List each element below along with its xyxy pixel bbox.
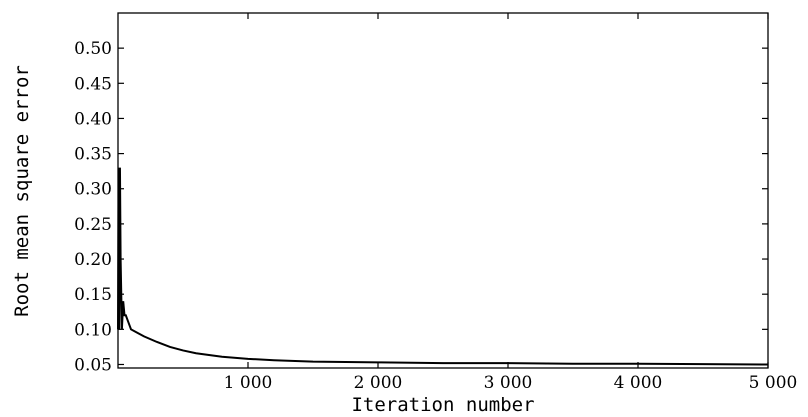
x-tick-label: 5 000 bbox=[749, 373, 798, 393]
y-tick-label: 0.30 bbox=[74, 180, 112, 200]
y-tick-label: 0.50 bbox=[74, 39, 112, 59]
y-tick-label: 0.10 bbox=[74, 320, 112, 340]
y-tick-label: 0.15 bbox=[74, 285, 112, 305]
y-tick-label: 0.20 bbox=[74, 250, 112, 270]
y-tick-label: 0.45 bbox=[74, 74, 112, 94]
x-axis-title: Iteration number bbox=[351, 394, 534, 416]
x-tick-label: 2 000 bbox=[354, 373, 403, 393]
y-axis-title: Root mean square error bbox=[11, 65, 33, 317]
rmse-series-line bbox=[117, 167, 769, 366]
y-tick-label: 0.35 bbox=[74, 145, 112, 165]
x-tick-label: 1 000 bbox=[224, 373, 273, 393]
plot-frame bbox=[117, 12, 769, 369]
y-tick-label: 0.05 bbox=[74, 355, 112, 375]
y-tick-label: 0.40 bbox=[74, 109, 112, 129]
y-tick-label: 0.25 bbox=[74, 215, 112, 235]
x-tick-label: 4 000 bbox=[614, 373, 663, 393]
x-tick-label: 3 000 bbox=[484, 373, 533, 393]
